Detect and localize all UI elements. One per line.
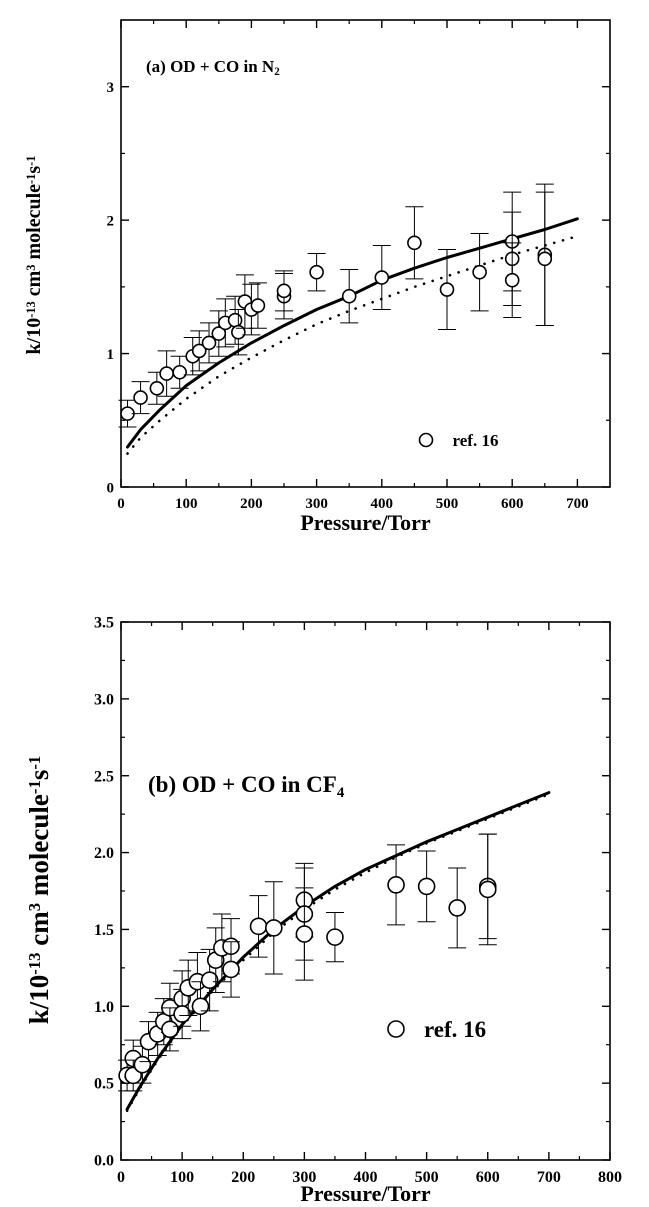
y-tick-label: 3.5 bbox=[94, 615, 114, 632]
legend-label: ref. 16 bbox=[424, 1017, 486, 1042]
y-tick-label: 2.5 bbox=[94, 768, 114, 785]
data-point bbox=[172, 364, 187, 380]
y-axis-label-part: molecule bbox=[23, 184, 45, 265]
y-tick-label: 3.0 bbox=[94, 691, 114, 708]
x-axis-label: Pressure/Torr bbox=[300, 1181, 431, 1206]
panel-title-text: (b) OD + CO in CF bbox=[148, 772, 337, 797]
y-axis-label-superscript: -13 bbox=[25, 952, 44, 974]
y-axis-label: k/10-13 cm3 molecule-1s-1 bbox=[23, 156, 45, 355]
data-point bbox=[161, 1020, 179, 1039]
data-point bbox=[407, 235, 422, 251]
y-axis-label-superscript: -1 bbox=[24, 174, 38, 184]
x-tick-label: 500 bbox=[436, 496, 459, 512]
data-point bbox=[222, 960, 240, 979]
data-point bbox=[276, 283, 292, 299]
x-tick-label: 0 bbox=[117, 1169, 125, 1186]
data-point bbox=[200, 971, 219, 989]
x-tick-label: 800 bbox=[598, 1169, 622, 1186]
data-point bbox=[439, 282, 455, 297]
legend-marker bbox=[387, 1020, 405, 1038]
y-axis-label-superscript: 3 bbox=[25, 903, 44, 911]
x-tick-label: 100 bbox=[170, 1169, 194, 1186]
data-point bbox=[265, 919, 283, 937]
data-point bbox=[295, 925, 314, 943]
data-point bbox=[173, 1005, 191, 1023]
plot-frame bbox=[120, 621, 611, 1161]
panel-b: 0 100 200 300 400 500 600 700 800 0.0 0.5 1.0 1.5 2.0… bbox=[24, 615, 622, 1206]
legend-marker bbox=[418, 432, 434, 448]
data-point bbox=[159, 366, 174, 381]
y-tick-label: 2.0 bbox=[94, 845, 114, 862]
data-point bbox=[309, 264, 324, 280]
data-point bbox=[227, 312, 243, 328]
y-tick-label: 3 bbox=[107, 80, 115, 96]
data-point bbox=[250, 298, 266, 313]
x-tick-label: 700 bbox=[566, 496, 589, 512]
x-tick-label: 700 bbox=[537, 1169, 561, 1186]
data-point bbox=[201, 335, 217, 351]
y-tick-label: 1 bbox=[107, 347, 115, 363]
data-point bbox=[249, 917, 268, 936]
data-point bbox=[149, 380, 165, 396]
x-tick-label: 500 bbox=[415, 1169, 439, 1186]
model-solid-curve bbox=[126, 217, 579, 449]
y-tick-label: 0.0 bbox=[94, 1153, 114, 1170]
y-tick-label: 2 bbox=[107, 213, 115, 229]
y-tick-label: 1.5 bbox=[94, 922, 114, 939]
y-axis-label-superscript: -1 bbox=[25, 756, 44, 770]
data-point bbox=[374, 270, 390, 285]
data-point bbox=[133, 390, 148, 405]
panel-title: (a) OD + CO in N2 bbox=[146, 57, 280, 78]
y-axis-label-part: s bbox=[23, 166, 45, 174]
y-tick-label: 1.0 bbox=[94, 999, 114, 1016]
model-dotted-curve bbox=[126, 234, 579, 455]
y-axis-label-part: molecule bbox=[24, 794, 54, 903]
data-point bbox=[191, 343, 207, 359]
data-point bbox=[231, 324, 246, 340]
plot-frame bbox=[120, 19, 611, 488]
data-point bbox=[191, 997, 210, 1016]
data-point bbox=[472, 264, 487, 280]
data-point bbox=[504, 272, 520, 288]
y-axis-label-superscript: 3 bbox=[24, 265, 38, 271]
y-axis-label-part: cm bbox=[24, 911, 54, 953]
panel-a: 0 100 200 300 400 500 600 700 0 1 2 3 Pressure/Torr k… bbox=[23, 19, 611, 535]
x-tick-label: 600 bbox=[501, 496, 524, 512]
data-point bbox=[448, 899, 466, 917]
panel-title-subscript: 2 bbox=[274, 66, 280, 78]
y-axis-label-superscript: -1 bbox=[24, 156, 38, 166]
x-axis-label: Pressure/Torr bbox=[300, 510, 431, 535]
data-point bbox=[133, 1055, 152, 1074]
data-point bbox=[417, 877, 436, 896]
y-axis-label-superscript: -13 bbox=[24, 301, 38, 318]
x-tick-label: 600 bbox=[476, 1169, 500, 1186]
x-tick-label: 200 bbox=[240, 496, 263, 512]
panel-title-text: (a) OD + CO in N bbox=[146, 57, 275, 76]
x-tick-label: 400 bbox=[354, 1169, 378, 1186]
y-axis-label-part: s bbox=[24, 770, 54, 781]
y-axis-label-part: k/10 bbox=[24, 975, 54, 1025]
data-point bbox=[478, 880, 497, 899]
x-tick-label: 400 bbox=[371, 496, 394, 512]
panel-title-subscript: 4 bbox=[337, 785, 345, 801]
x-tick-label: 300 bbox=[292, 1169, 316, 1186]
y-axis-label-superscript: -1 bbox=[25, 780, 44, 794]
x-tick-label: 200 bbox=[231, 1169, 255, 1186]
data-point bbox=[387, 876, 405, 894]
y-axis-label: k/10-13 cm3 molecule-1s-1 bbox=[24, 756, 54, 1025]
legend-label: ref. 16 bbox=[453, 431, 499, 450]
data-point bbox=[326, 928, 344, 946]
y-tick-label: 0 bbox=[107, 480, 115, 496]
x-tick-label: 300 bbox=[305, 496, 328, 512]
data-point bbox=[537, 251, 553, 267]
model-solid-curve bbox=[125, 791, 551, 1111]
data-point bbox=[341, 288, 357, 304]
panel-title: (b) OD + CO in CF4 bbox=[148, 772, 345, 801]
x-tick-label: 0 bbox=[117, 496, 125, 512]
y-tick-label: 0.5 bbox=[94, 1076, 114, 1093]
y-axis-label-part: cm bbox=[23, 270, 45, 301]
y-axis-label-part: k/10 bbox=[23, 318, 45, 355]
x-tick-label: 100 bbox=[175, 496, 198, 512]
